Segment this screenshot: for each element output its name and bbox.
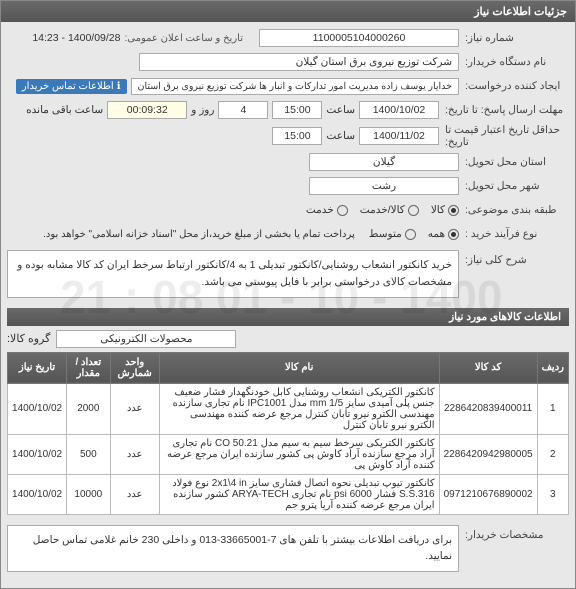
creator-value: خدایار یوسف زاده مدیریت امور تدارکات و ا…	[131, 78, 459, 95]
table-cell: 0971210676890002	[439, 474, 537, 514]
table-cell: 1400/10/02	[8, 474, 67, 514]
badge-text: اطلاعات تماس خریدار	[22, 81, 114, 92]
radio-label: کالا/خدمت	[360, 204, 405, 216]
announce-label: تاریخ و ساعت اعلان عمومی:	[125, 33, 244, 44]
table-cell: 500	[67, 434, 110, 474]
days-left: 4	[218, 101, 268, 119]
deadline-time: 15:00	[272, 101, 322, 119]
table-cell: 1400/10/02	[8, 434, 67, 474]
radio-icon	[337, 205, 348, 216]
table-cell: 1400/10/02	[8, 383, 67, 434]
group-label: گروه کالا:	[7, 332, 50, 345]
panel-header: جزئیات اطلاعات نیاز	[1, 1, 575, 22]
table-header: نام کالا	[159, 352, 439, 383]
panel-title: جزئیات اطلاعات نیاز	[474, 5, 567, 18]
deadline-label: مهلت ارسال پاسخ: تا تاریخ:	[439, 104, 569, 116]
days-label: روز و	[191, 104, 214, 116]
category-radios: کالا کالا/خدمت خدمت	[7, 204, 459, 216]
valid-label: حداقل تاریخ اعتبار قیمت تا تاریخ:	[439, 124, 569, 148]
radio-label: متوسط	[369, 228, 402, 240]
radio-icon	[405, 229, 416, 240]
table-cell: 2286420942980005	[439, 434, 537, 474]
city-label: شهر محل تحویل:	[459, 180, 569, 192]
table-cell: کانکتور الکتریکی انشعاب روشنایی کابل خود…	[159, 383, 439, 434]
table-row: 30971210676890002کانکتور تیوپ تبدیلی نحو…	[8, 474, 569, 514]
process-row: همه متوسط پرداخت تمام یا بخشی از مبلغ خری…	[7, 228, 459, 240]
table-cell: 2	[537, 434, 568, 474]
time-label-2: ساعت	[326, 130, 355, 142]
buyer-value: شرکت توزیع نیروی برق استان گیلان	[139, 53, 459, 71]
footer-label: مشخصات خریدار:	[459, 523, 569, 541]
table-header: ردیف	[537, 352, 568, 383]
table-header: تعداد / مقدار	[67, 352, 110, 383]
table-header: تاریخ نیاز	[8, 352, 67, 383]
radio-option[interactable]: کالا/خدمت	[360, 204, 419, 216]
table-cell: عدد	[110, 434, 159, 474]
radio-label: خدمت	[306, 204, 334, 216]
category-label: طبقه بندی موضوعی:	[459, 204, 569, 216]
items-section-header: اطلاعات کالاهای مورد نیاز	[7, 308, 569, 326]
buyer-label: نام دستگاه خریدار:	[459, 56, 569, 68]
remain-label: ساعت باقی مانده	[26, 104, 103, 116]
table-header: کد کالا	[439, 352, 537, 383]
table-cell: کانکتور تیوپ تبدیلی نحوه اتصال فشاری سای…	[159, 474, 439, 514]
time-label-1: ساعت	[326, 104, 355, 116]
desc-text: خرید کانکتور انشعاب روشنایی/کانکتور تبدی…	[7, 250, 459, 298]
radio-option[interactable]: کالا	[431, 204, 459, 216]
remain-time: 00:09:32	[107, 101, 187, 119]
table-cell: کانکتور الکتریکی سرخط سیم به سیم مدل CO …	[159, 434, 439, 474]
radio-option[interactable]: همه	[428, 228, 459, 240]
table-cell: 2000	[67, 383, 110, 434]
info-icon: ℹ	[117, 81, 121, 92]
radio-option[interactable]: متوسط	[369, 228, 416, 240]
radio-label: همه	[428, 228, 445, 240]
group-value: محصولات الکترونیکی	[56, 330, 236, 348]
announce-value: 1400/09/28 - 14:23	[32, 32, 120, 44]
need-no-value: 1100005104000260	[259, 29, 459, 47]
valid-date: 1400/11/02	[359, 127, 439, 145]
table-cell: 3	[537, 474, 568, 514]
table-cell: 2286420839400011	[439, 383, 537, 434]
radio-option[interactable]: خدمت	[306, 204, 348, 216]
buyer-contact-badge[interactable]: ℹ اطلاعات تماس خریدار	[16, 79, 127, 94]
table-row: 22286420942980005کانکتور الکتریکی سرخط س…	[8, 434, 569, 474]
creator-label: ایجاد کننده درخواست:	[459, 80, 569, 92]
valid-time: 15:00	[272, 127, 322, 145]
table-header: واحد شمارش	[110, 352, 159, 383]
table-row: 12286420839400011کانکتور الکتریکی انشعاب…	[8, 383, 569, 434]
radio-icon	[448, 229, 459, 240]
radio-label: کالا	[431, 204, 445, 216]
table-cell: 1	[537, 383, 568, 434]
radio-icon	[408, 205, 419, 216]
table-cell: 10000	[67, 474, 110, 514]
desc-title: شرح کلی نیاز:	[459, 248, 569, 266]
main-panel: جزئیات اطلاعات نیاز شماره نیاز: 11000051…	[0, 0, 576, 589]
province-label: استان محل تحویل:	[459, 156, 569, 168]
radio-icon	[448, 205, 459, 216]
table-cell: عدد	[110, 474, 159, 514]
table-cell: عدد	[110, 383, 159, 434]
province-value: گیلان	[309, 153, 459, 171]
deadline-date: 1400/10/02	[359, 101, 439, 119]
process-note: پرداخت تمام یا بخشی از مبلغ خرید،از محل …	[43, 229, 355, 240]
items-table: ردیفکد کالانام کالاواحد شمارشتعداد / مقد…	[7, 352, 569, 515]
city-value: رشت	[309, 177, 459, 195]
footer-text: برای دریافت اطلاعات بیشتر با تلفن های 7-…	[7, 525, 459, 573]
need-no-label: شماره نیاز:	[459, 32, 569, 44]
process-label: نوع فرآیند خرید :	[459, 228, 569, 240]
